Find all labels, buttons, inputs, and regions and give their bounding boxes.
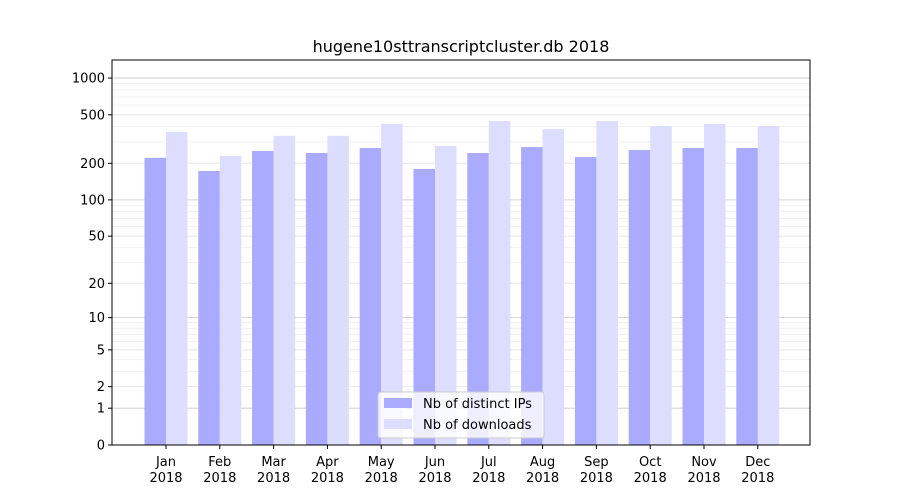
y-tick-label: 20 bbox=[88, 277, 105, 292]
x-tick-label: Nov 2018 bbox=[687, 455, 720, 486]
bar-distinct-ips bbox=[252, 150, 274, 445]
x-tick-label: Jul 2018 bbox=[472, 455, 505, 486]
x-tick-label: May 2018 bbox=[365, 455, 398, 486]
x-tick-label: Dec 2018 bbox=[741, 455, 774, 486]
x-tick-label: Jun 2018 bbox=[418, 455, 451, 486]
x-tick-label: Aug 2018 bbox=[526, 455, 559, 486]
bar-distinct-ips bbox=[521, 147, 543, 445]
bar-distinct-ips bbox=[574, 157, 597, 446]
bar-downloads bbox=[273, 135, 296, 446]
bar-downloads bbox=[488, 120, 511, 446]
bar-downloads bbox=[381, 123, 403, 445]
bar-distinct-ips bbox=[359, 148, 382, 445]
bar-downloads bbox=[650, 125, 672, 445]
y-tick-label: 10 bbox=[88, 311, 105, 326]
y-tick-label: 2 bbox=[97, 380, 105, 395]
y-tick-label: 50 bbox=[88, 230, 105, 245]
bar-downloads bbox=[757, 125, 780, 445]
bar-distinct-ips bbox=[144, 157, 166, 446]
y-tick-label: 1000 bbox=[72, 72, 105, 87]
bar-downloads bbox=[542, 128, 565, 446]
x-tick-label: Feb 2018 bbox=[203, 455, 236, 486]
y-tick-label: 5 bbox=[97, 343, 105, 358]
bar-downloads bbox=[327, 135, 349, 446]
bar-downloads bbox=[704, 123, 726, 445]
x-tick-label: Oct 2018 bbox=[634, 455, 667, 486]
y-tick-label: 500 bbox=[80, 108, 105, 123]
bar-distinct-ips bbox=[628, 150, 651, 446]
bar-distinct-ips bbox=[305, 153, 328, 445]
bar-downloads bbox=[219, 155, 242, 446]
plot-frame bbox=[111, 59, 811, 446]
chart-title: hugene10sttranscriptcluster.db 2018 bbox=[313, 37, 610, 56]
y-tick-label: 100 bbox=[80, 193, 105, 208]
legend: Nb of distinct IPs Nb of downloads bbox=[377, 391, 545, 439]
bar-distinct-ips bbox=[198, 170, 220, 445]
legend-box bbox=[377, 391, 545, 439]
bar-downloads bbox=[435, 145, 457, 446]
bar-distinct-ips bbox=[682, 148, 704, 445]
bar-downloads bbox=[596, 120, 618, 446]
legend-swatch bbox=[384, 419, 412, 429]
legend-label: Nb of downloads bbox=[423, 418, 532, 433]
legend-swatch bbox=[384, 398, 412, 408]
bar-distinct-ips bbox=[413, 168, 435, 445]
y-tick-label: 0 bbox=[97, 439, 105, 454]
y-tick-label: 1 bbox=[97, 402, 105, 417]
x-tick-label: Jan 2018 bbox=[149, 455, 182, 486]
y-tick-label: 200 bbox=[80, 157, 105, 172]
bar-distinct-ips bbox=[736, 148, 758, 445]
x-tick-label: Apr 2018 bbox=[311, 455, 344, 486]
x-tick-label: Mar 2018 bbox=[257, 455, 290, 486]
bar-downloads bbox=[166, 131, 188, 446]
x-tick-label: Sep 2018 bbox=[580, 455, 613, 486]
legend-label: Nb of distinct IPs bbox=[423, 397, 532, 412]
bar-distinct-ips bbox=[467, 153, 489, 445]
